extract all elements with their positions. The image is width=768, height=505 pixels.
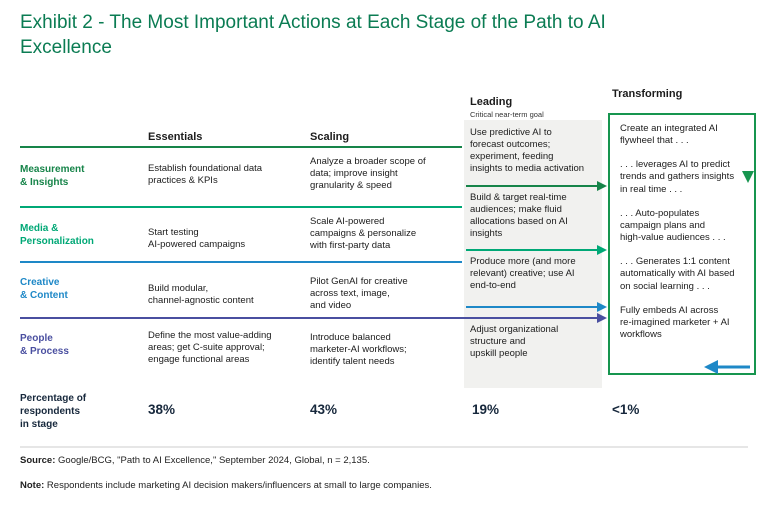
cell-essentials-media: Start testing AI-powered campaigns	[148, 227, 246, 251]
cell-leading-3: Produce more (and more relevant) creativ…	[470, 256, 576, 292]
column-header-transforming: Transforming	[612, 88, 683, 100]
note-text: Respondents include marketing AI decisio…	[46, 480, 432, 491]
column-header-leading-subtitle: Critical near-term goal	[470, 110, 544, 119]
cell-leading-2: Build & target real-time audiences; make…	[470, 192, 568, 240]
transforming-item: Fully embeds AI across re-imagined marke…	[620, 304, 730, 341]
percentage-leading: 19%	[472, 402, 500, 417]
note-label: Note:	[20, 480, 45, 491]
row-label-people-process: People & Process	[20, 333, 69, 357]
row-label-media-personalization: Media & Personalization	[20, 223, 94, 247]
column-header-leading: Leading	[470, 96, 513, 108]
row-label-measurement-insights: Measurement & Insights	[20, 164, 85, 188]
row-label-creative-content: Creative & Content	[20, 277, 68, 301]
cell-essentials-people: Define the most value-adding areas; get …	[148, 330, 272, 366]
column-header-essentials: Essentials	[148, 131, 203, 143]
cell-scaling-measurement: Analyze a broader scope of data; improve…	[310, 156, 426, 192]
percentage-essentials: 38%	[148, 402, 176, 417]
cell-leading-1: Use predictive AI to forecast outcomes; …	[470, 127, 585, 175]
transforming-item: . . . Generates 1:1 content automaticall…	[620, 256, 735, 292]
leading-column-background	[464, 120, 602, 388]
transforming-item: Create an integrated AI flywheel that . …	[620, 123, 718, 147]
transforming-item: . . . Auto-populates campaign plans and …	[620, 207, 726, 244]
transforming-item: . . . leverages AI to predict trends and…	[620, 159, 735, 195]
row-label-percentage: Percentage of respondents in stage	[20, 393, 87, 430]
percentage-transforming: <1%	[612, 402, 640, 417]
cell-scaling-people: Introduce balanced marketer-AI workflows…	[310, 332, 407, 368]
note-line: Note: Respondents include marketing AI d…	[20, 480, 730, 491]
cell-essentials-creative: Build modular, channel-agnostic content	[148, 283, 254, 307]
cell-scaling-media: Scale AI-powered campaigns & personalize…	[310, 216, 417, 252]
column-header-scaling: Scaling	[310, 131, 350, 143]
source-line: Source: Google/BCG, "Path to AI Excellen…	[20, 455, 730, 466]
cell-scaling-creative: Pilot GenAI for creative across text, im…	[310, 276, 408, 312]
cell-leading-4: Adjust organizational structure and upsk…	[470, 324, 559, 360]
source-label: Source:	[20, 455, 56, 466]
exhibit-title: Exhibit 2 - The Most Important Actions a…	[20, 12, 606, 59]
transforming-box: Create an integrated AI flywheel that . …	[608, 113, 756, 375]
percentage-scaling: 43%	[310, 402, 338, 417]
cell-essentials-measurement: Establish foundational data practices & …	[148, 163, 263, 187]
source-text: Google/BCG, "Path to AI Excellence," Sep…	[58, 455, 370, 466]
